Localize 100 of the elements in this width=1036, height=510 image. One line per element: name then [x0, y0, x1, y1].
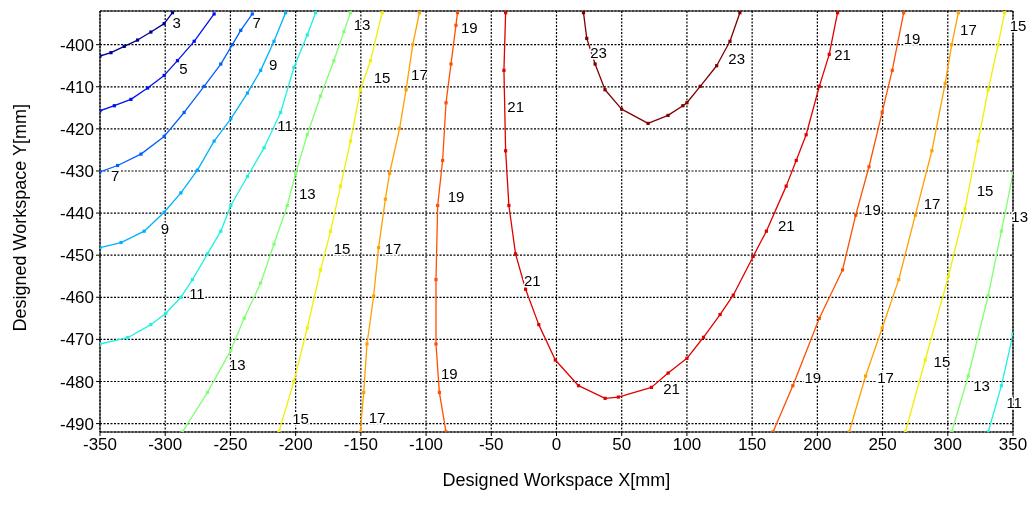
x-tick-label: -100 [409, 435, 444, 455]
point [250, 12, 254, 16]
point [986, 294, 990, 298]
point [305, 326, 309, 330]
annotation: 21 [663, 379, 680, 397]
line-series [100, 11, 318, 346]
point [397, 126, 402, 131]
x-tick-label: 150 [737, 435, 767, 455]
point [784, 184, 788, 188]
y-tick-label: -460 [59, 288, 94, 308]
point [731, 293, 735, 297]
annotation: 15 [333, 239, 351, 257]
y-tick-label: -410 [59, 77, 94, 97]
point [441, 158, 445, 163]
point [259, 281, 263, 285]
point [738, 11, 742, 15]
point [239, 28, 243, 32]
point [1003, 11, 1007, 15]
point [976, 139, 980, 143]
point [718, 312, 722, 317]
point [242, 316, 246, 320]
point [817, 84, 821, 88]
point [342, 30, 346, 34]
point [365, 342, 369, 346]
annotation: 9 [268, 56, 278, 74]
point [504, 149, 508, 153]
annotation: 21 [523, 271, 541, 289]
annotation: 17 [960, 20, 977, 38]
point [455, 11, 460, 15]
point [523, 287, 528, 291]
point [999, 384, 1003, 388]
annotation: 17 [923, 194, 941, 212]
annotation: 19 [447, 188, 465, 206]
point [685, 356, 689, 360]
annotation: 21 [778, 217, 795, 234]
point [205, 390, 210, 395]
point [179, 295, 183, 299]
x-axis-title: Designed Workspace X[mm] [442, 470, 671, 490]
x-tick-label: -50 [479, 435, 504, 455]
point [170, 11, 175, 15]
point [585, 36, 589, 40]
point [195, 168, 200, 172]
annotation: 21 [834, 46, 851, 64]
annotation: 17 [877, 368, 894, 386]
point [164, 311, 168, 315]
annotation: 19 [864, 201, 881, 218]
point [504, 11, 508, 15]
point [377, 246, 381, 250]
point [507, 203, 511, 208]
point [142, 229, 146, 233]
annotation: 17 [411, 65, 428, 83]
point [348, 139, 353, 143]
point [966, 374, 970, 378]
point [502, 68, 506, 72]
point [112, 104, 116, 108]
point [804, 133, 808, 137]
point [794, 158, 798, 163]
point [701, 335, 706, 339]
x-tick-label: -300 [148, 435, 183, 455]
point [817, 316, 821, 320]
point [348, 11, 353, 15]
point [791, 384, 795, 388]
annotation: 17 [384, 239, 402, 257]
point [219, 62, 223, 66]
y-tick-label: -450 [59, 246, 94, 266]
annotation: 19 [903, 30, 921, 48]
point [294, 171, 298, 176]
point [338, 184, 343, 188]
point [314, 11, 318, 15]
point [553, 358, 557, 362]
point [593, 62, 597, 66]
y-tick-label: -470 [59, 330, 94, 350]
point [129, 97, 133, 102]
annotation: 11 [189, 284, 205, 302]
point [603, 88, 607, 92]
point [404, 88, 408, 92]
annotation: 13 [298, 185, 316, 202]
point [751, 254, 755, 259]
point [646, 121, 650, 126]
point [434, 278, 438, 282]
point [383, 197, 387, 201]
point [864, 374, 868, 378]
point [956, 11, 960, 15]
point [827, 52, 831, 56]
point [229, 117, 233, 121]
point [923, 358, 927, 362]
point [946, 274, 951, 278]
annotation: 21 [507, 98, 525, 116]
point [454, 23, 458, 27]
point [950, 43, 954, 47]
line-series [180, 11, 353, 432]
point [119, 240, 123, 245]
point [202, 84, 206, 88]
point [305, 33, 309, 37]
point [537, 323, 541, 327]
x-tick-label: 0 [551, 435, 562, 455]
point [411, 43, 415, 47]
point [576, 384, 581, 388]
x-tick-label: 200 [803, 435, 832, 455]
y-tick-label: -420 [59, 119, 94, 139]
